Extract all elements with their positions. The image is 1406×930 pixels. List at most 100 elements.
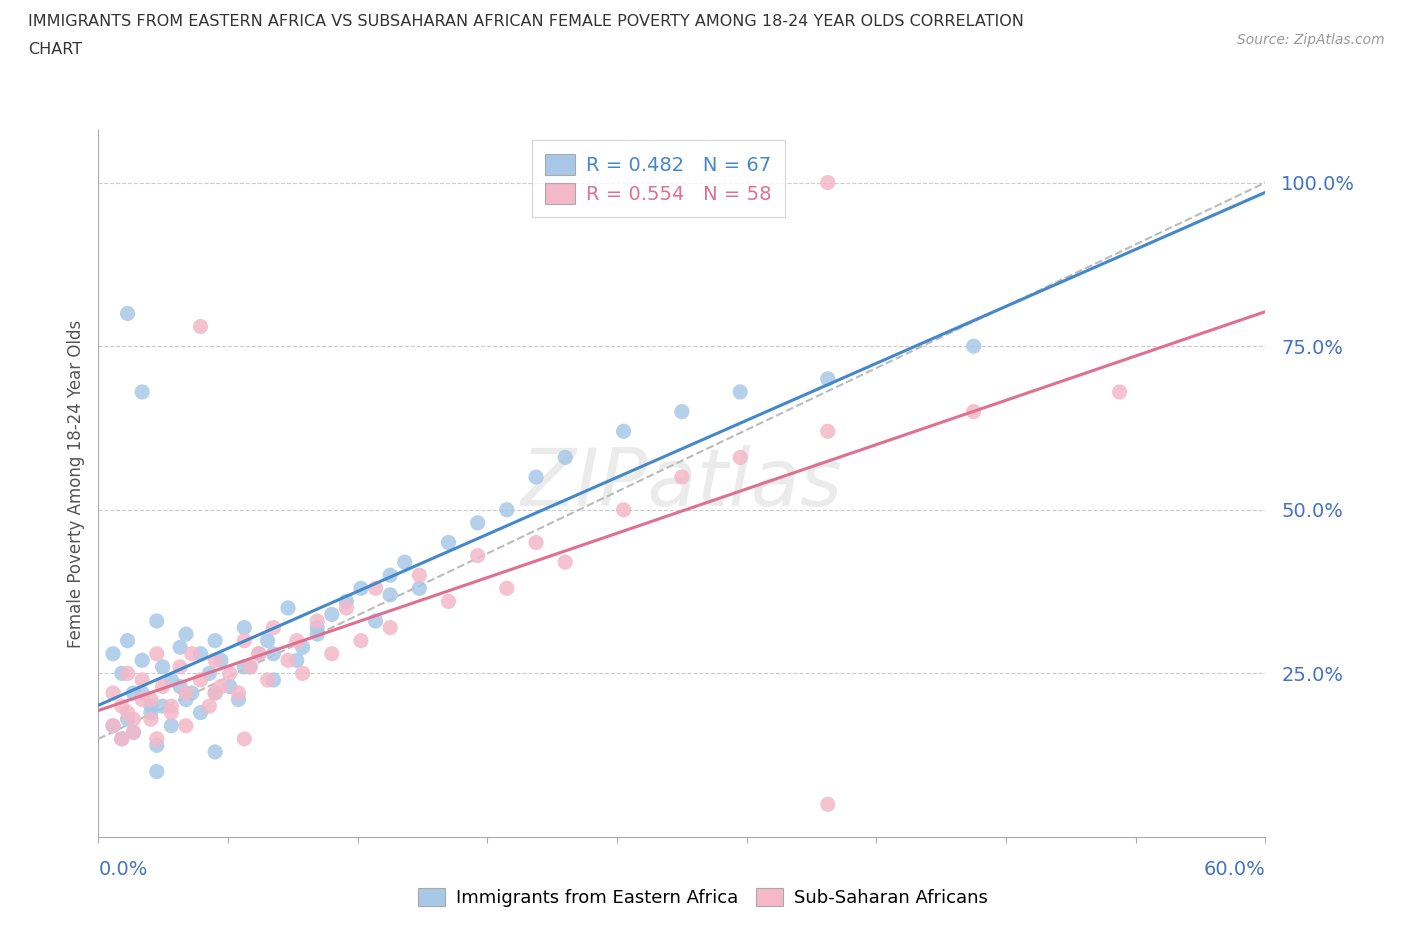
Point — [139, 705, 162, 720]
Point — [190, 705, 212, 720]
Point — [378, 588, 402, 603]
Legend: R = 0.482   N = 67, R = 0.554   N = 58: R = 0.482 N = 67, R = 0.554 N = 58 — [531, 140, 786, 218]
Point — [111, 698, 134, 713]
Point — [122, 711, 145, 726]
Point — [233, 620, 256, 635]
Point — [321, 607, 343, 622]
Point — [131, 685, 153, 700]
Point — [730, 384, 752, 399]
Point — [817, 371, 839, 386]
Point — [394, 554, 416, 569]
Point — [131, 692, 153, 707]
Point — [122, 724, 145, 739]
Point — [190, 672, 212, 687]
Point — [239, 659, 262, 674]
Point — [160, 718, 183, 733]
Text: ZIPatlas: ZIPatlas — [520, 445, 844, 523]
Point — [256, 633, 278, 648]
Text: 60.0%: 60.0% — [1204, 860, 1265, 879]
Point — [256, 672, 278, 687]
Point — [122, 724, 145, 739]
Point — [146, 731, 169, 746]
Point — [554, 554, 576, 569]
Point — [190, 319, 212, 334]
Point — [378, 620, 402, 635]
Point — [277, 653, 299, 668]
Point — [408, 581, 430, 596]
Point — [146, 764, 169, 779]
Point — [146, 614, 169, 629]
Point — [262, 620, 284, 635]
Point — [122, 685, 145, 700]
Point — [101, 718, 124, 733]
Point — [524, 535, 547, 550]
Y-axis label: Female Poverty Among 18-24 Year Olds: Female Poverty Among 18-24 Year Olds — [66, 320, 84, 647]
Point — [117, 711, 139, 726]
Point — [437, 594, 460, 609]
Point — [174, 692, 197, 707]
Point — [180, 685, 202, 700]
Point — [247, 646, 270, 661]
Point — [285, 633, 308, 648]
Point — [131, 384, 153, 399]
Point — [190, 646, 212, 661]
Point — [321, 646, 343, 661]
Point — [198, 698, 221, 713]
Point — [495, 581, 517, 596]
Point — [364, 614, 387, 629]
Point — [146, 646, 169, 661]
Point — [117, 666, 139, 681]
Point — [730, 450, 752, 465]
Point — [285, 653, 308, 668]
Point — [111, 731, 134, 746]
Text: 0.0%: 0.0% — [98, 860, 148, 879]
Point — [146, 737, 169, 752]
Point — [335, 594, 357, 609]
Point — [1108, 384, 1130, 399]
Point — [262, 646, 284, 661]
Point — [291, 640, 314, 655]
Point — [671, 405, 693, 419]
Point — [139, 692, 162, 707]
Point — [239, 659, 262, 674]
Legend: Immigrants from Eastern Africa, Sub-Saharan Africans: Immigrants from Eastern Africa, Sub-Saha… — [409, 879, 997, 916]
Point — [408, 568, 430, 583]
Point — [612, 424, 634, 439]
Point — [117, 633, 139, 648]
Point — [131, 672, 153, 687]
Point — [111, 731, 134, 746]
Point — [131, 653, 153, 668]
Point — [209, 679, 232, 694]
Point — [117, 306, 139, 321]
Point — [209, 653, 232, 668]
Text: CHART: CHART — [28, 42, 82, 57]
Point — [378, 568, 402, 583]
Point — [111, 666, 134, 681]
Point — [335, 601, 357, 616]
Point — [467, 515, 489, 530]
Point — [169, 640, 191, 655]
Point — [204, 745, 226, 760]
Text: Source: ZipAtlas.com: Source: ZipAtlas.com — [1237, 33, 1385, 46]
Point — [962, 339, 984, 353]
Point — [233, 659, 256, 674]
Point — [204, 685, 226, 700]
Point — [169, 659, 191, 674]
Point — [612, 502, 634, 517]
Point — [228, 685, 250, 700]
Point — [228, 692, 250, 707]
Point — [160, 672, 183, 687]
Point — [152, 698, 174, 713]
Point — [117, 705, 139, 720]
Point — [350, 633, 373, 648]
Point — [350, 581, 373, 596]
Point — [233, 731, 256, 746]
Point — [817, 424, 839, 439]
Text: IMMIGRANTS FROM EASTERN AFRICA VS SUBSAHARAN AFRICAN FEMALE POVERTY AMONG 18-24 : IMMIGRANTS FROM EASTERN AFRICA VS SUBSAH… — [28, 14, 1024, 29]
Point — [307, 620, 329, 635]
Point — [204, 685, 226, 700]
Point — [817, 175, 839, 190]
Point — [671, 470, 693, 485]
Point — [152, 659, 174, 674]
Point — [101, 685, 124, 700]
